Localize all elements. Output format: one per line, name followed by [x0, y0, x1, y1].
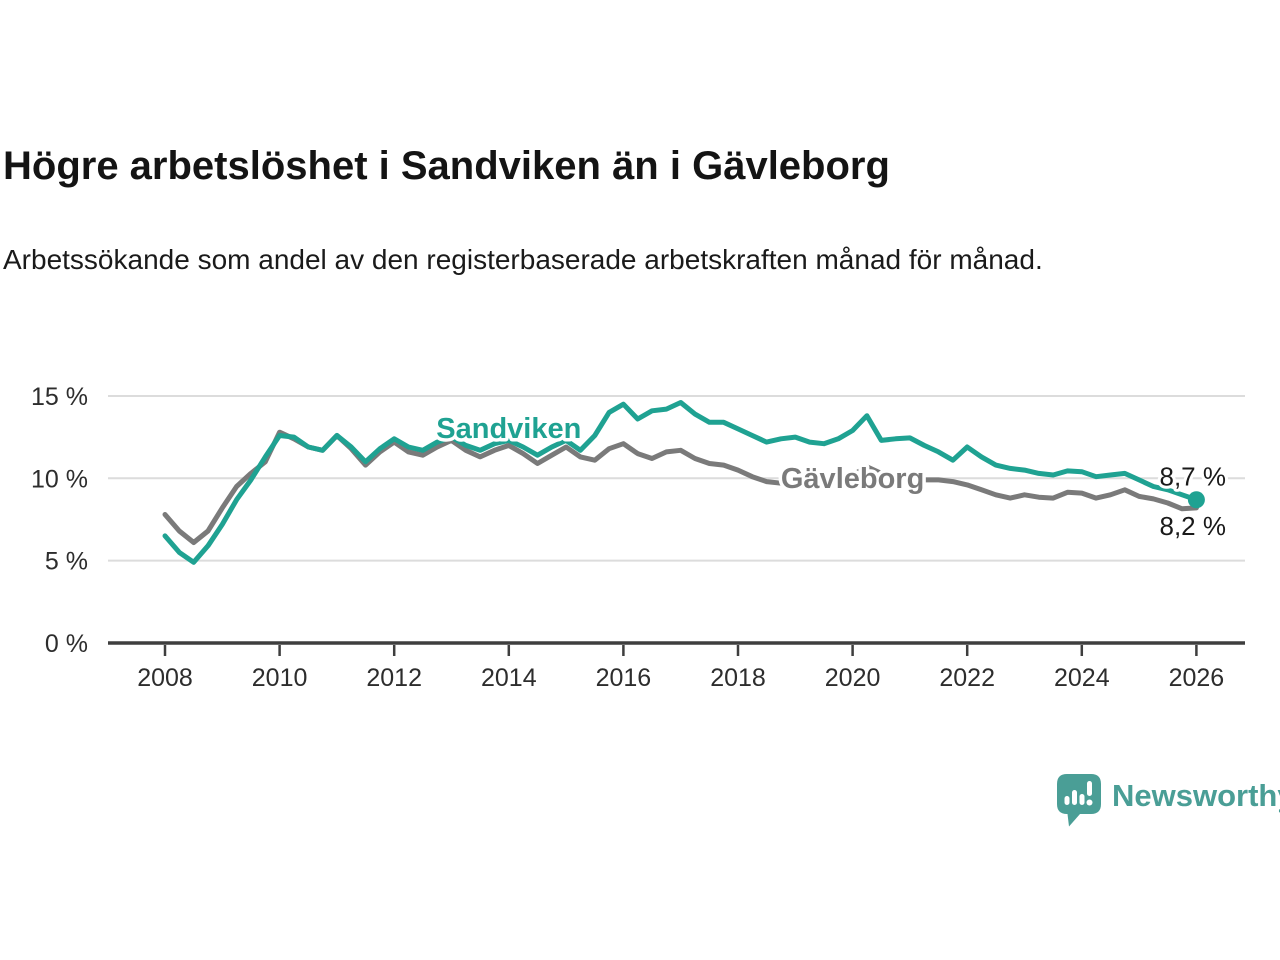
y-axis-tick-label: 15 % — [31, 383, 88, 411]
x-axis-tick-label: 2024 — [1054, 664, 1110, 692]
x-axis-tick-label: 2026 — [1169, 664, 1225, 692]
series-end-dot-sandviken — [1187, 491, 1205, 509]
bar-chart-speech-bubble-icon — [1057, 774, 1101, 827]
x-axis-tick-label: 2014 — [481, 664, 537, 692]
page-subtitle: Arbetssökande som andel av den registerb… — [3, 244, 1043, 275]
x-axis-tick-label: 2016 — [596, 664, 652, 692]
series-line-sandviken — [162, 400, 1199, 565]
x-axis-tick-label: 2022 — [939, 664, 995, 692]
x-axis-tick-label: 2020 — [825, 664, 881, 692]
end-value-label-sandviken: 8,7 % — [1160, 462, 1227, 492]
y-axis-tick-label: 0 % — [45, 630, 88, 658]
y-axis-tick-label: 10 % — [31, 465, 88, 493]
end-value-label-gavleborg: 8,2 % — [1160, 511, 1227, 541]
x-axis-tick-label: 2008 — [137, 664, 193, 692]
series-label-sandviken: Sandviken — [436, 413, 581, 445]
x-axis-tick-label: 2012 — [366, 664, 422, 692]
page-title: Högre arbetslöshet i Sandviken än i Gävl… — [3, 144, 890, 188]
series-label-gavleborg: Gävleborg — [781, 463, 924, 495]
x-axis-tick-label: 2010 — [252, 664, 308, 692]
y-axis-tick-label: 5 % — [45, 548, 88, 576]
newsworthy-logo: Newsworthy — [1056, 773, 1280, 829]
x-axis-tick-label: 2018 — [710, 664, 766, 692]
newsworthy-logo-text: Newsworthy — [1112, 778, 1280, 813]
